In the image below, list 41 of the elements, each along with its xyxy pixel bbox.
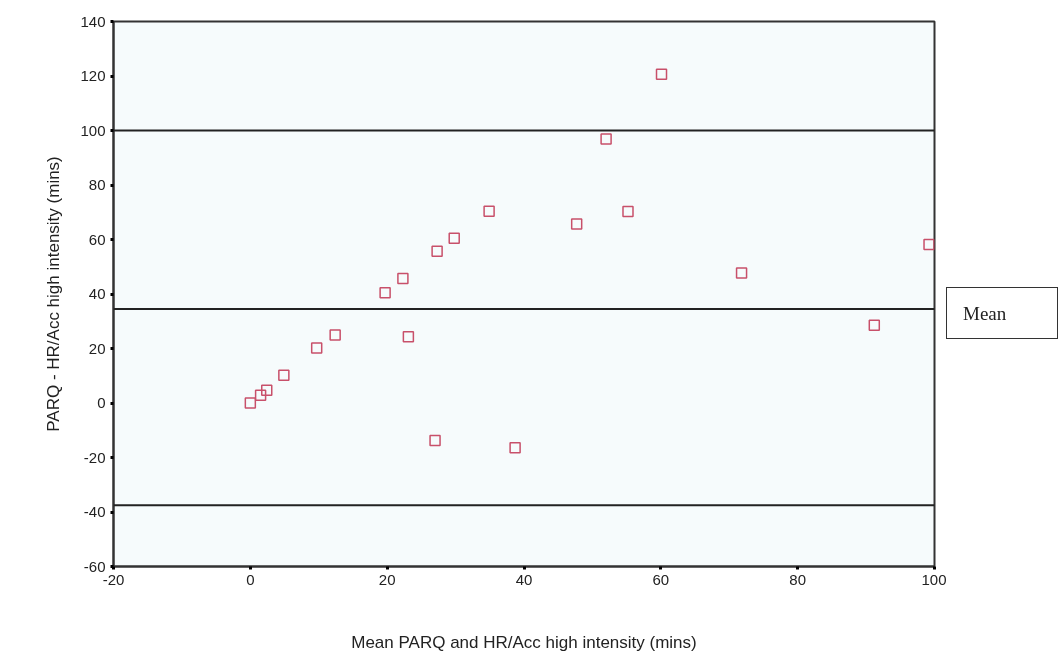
point: [261, 384, 273, 396]
point: [509, 441, 521, 454]
y-tick-label: -20: [83, 448, 106, 466]
point: [923, 238, 935, 251]
x-tick-label: 40: [515, 570, 533, 588]
point: [244, 397, 257, 409]
y-tick-label: 0: [97, 394, 106, 411]
point: [655, 68, 668, 81]
point: [483, 205, 495, 217]
y-tick-label: 80: [88, 176, 106, 193]
x-tick-label: 100: [921, 570, 947, 588]
point: [735, 267, 748, 279]
x-tick-label: 80: [789, 570, 807, 588]
x-tick-label: 60: [652, 570, 670, 588]
ref-line-label: Mean: [963, 302, 1007, 326]
x-tick-label: 0: [246, 570, 255, 588]
point: [254, 389, 267, 402]
y-axis-title: PARQ - HR/Acc high intensity (mins): [44, 156, 64, 432]
point: [329, 329, 341, 341]
point: [310, 342, 323, 354]
y-tick-label: 20: [88, 339, 106, 357]
point: [868, 319, 881, 332]
point: [448, 232, 460, 244]
point: [622, 205, 634, 218]
y-tick-label: -40: [83, 503, 106, 520]
y-tick-label: 120: [80, 67, 106, 84]
y-tick-label: 60: [88, 230, 106, 248]
point: [397, 272, 409, 285]
x-tick-label: 20: [378, 570, 396, 588]
point: [379, 286, 391, 299]
y-tick-label: 100: [80, 121, 106, 139]
point: [429, 434, 441, 447]
point: [402, 331, 415, 343]
y-tick-label: -60: [83, 557, 106, 575]
y-tick-label: 40: [88, 285, 106, 302]
point: [278, 369, 290, 381]
y-tick-label: 140: [80, 12, 106, 30]
x-axis-title: Mean PARQ and HR/Acc high intensity (mins): [351, 632, 697, 652]
point: [431, 245, 443, 257]
point: [570, 218, 583, 230]
point: [600, 133, 612, 145]
